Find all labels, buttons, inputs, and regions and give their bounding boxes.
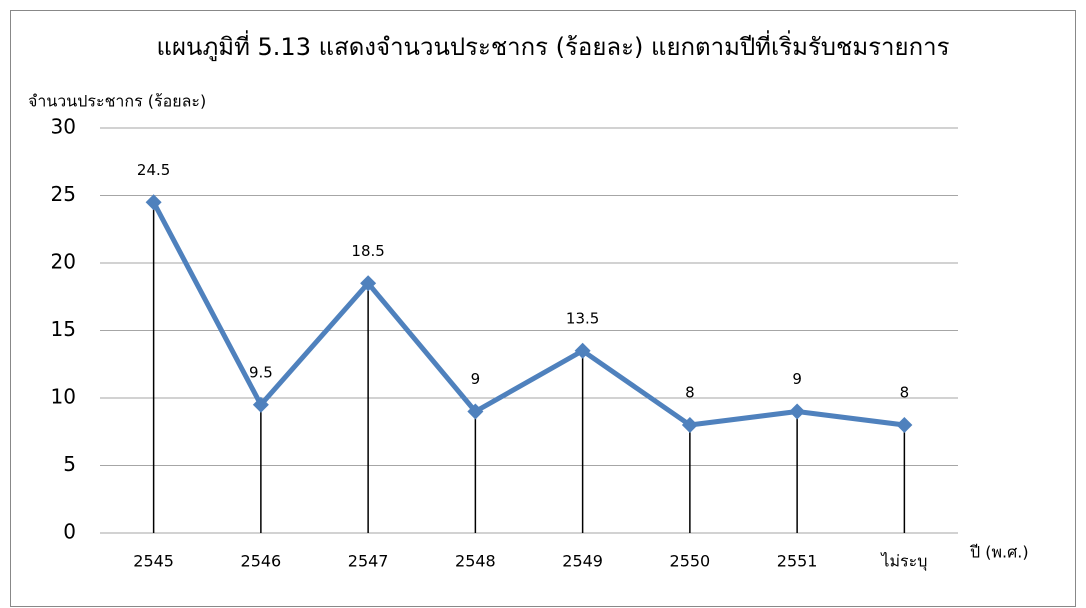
- x-tick-label: ไม่ระบุ: [879, 552, 927, 572]
- y-tick-label: 10: [51, 385, 76, 409]
- y-tick-label: 0: [63, 520, 76, 544]
- x-tick-label: 2545: [133, 552, 174, 571]
- marker: [360, 275, 377, 292]
- x-tick-label: 2548: [455, 552, 496, 571]
- data-label: 9: [792, 370, 802, 388]
- data-label: 8: [900, 384, 910, 402]
- data-label: 13.5: [566, 309, 599, 327]
- y-axis-label: จำนวนประชากร (ร้อยละ): [28, 92, 206, 111]
- y-tick-label: 30: [51, 115, 76, 139]
- data-label: 9: [471, 370, 481, 388]
- marker: [789, 403, 806, 420]
- chart-border: [10, 10, 1076, 607]
- x-tick-label: 2547: [348, 552, 389, 571]
- marker: [252, 396, 269, 413]
- data-label: 9.5: [249, 363, 273, 381]
- data-label: 18.5: [351, 242, 384, 260]
- marker: [467, 403, 484, 420]
- data-label: 24.5: [137, 161, 170, 179]
- marker: [681, 417, 698, 433]
- x-tick-label: 2551: [777, 552, 818, 571]
- y-tick-label: 15: [51, 317, 76, 341]
- data-line: [151, 201, 905, 428]
- y-tick-label: 5: [63, 452, 76, 476]
- x-tick-label: 2549: [562, 552, 603, 571]
- marker: [896, 417, 913, 433]
- data-label: 8: [685, 384, 695, 402]
- x-axis-label: ปี (พ.ศ.): [970, 543, 1029, 562]
- chart-title: แผนภูมิที่ 5.13 แสดงจำนวนประชากร (ร้อยละ…: [157, 30, 950, 62]
- y-tick-label: 25: [51, 182, 76, 206]
- marker: [145, 194, 162, 211]
- x-tick-label: 2546: [241, 552, 282, 571]
- x-tick-label: 2550: [670, 552, 711, 571]
- y-tick-label: 20: [51, 250, 76, 274]
- marker: [574, 342, 591, 359]
